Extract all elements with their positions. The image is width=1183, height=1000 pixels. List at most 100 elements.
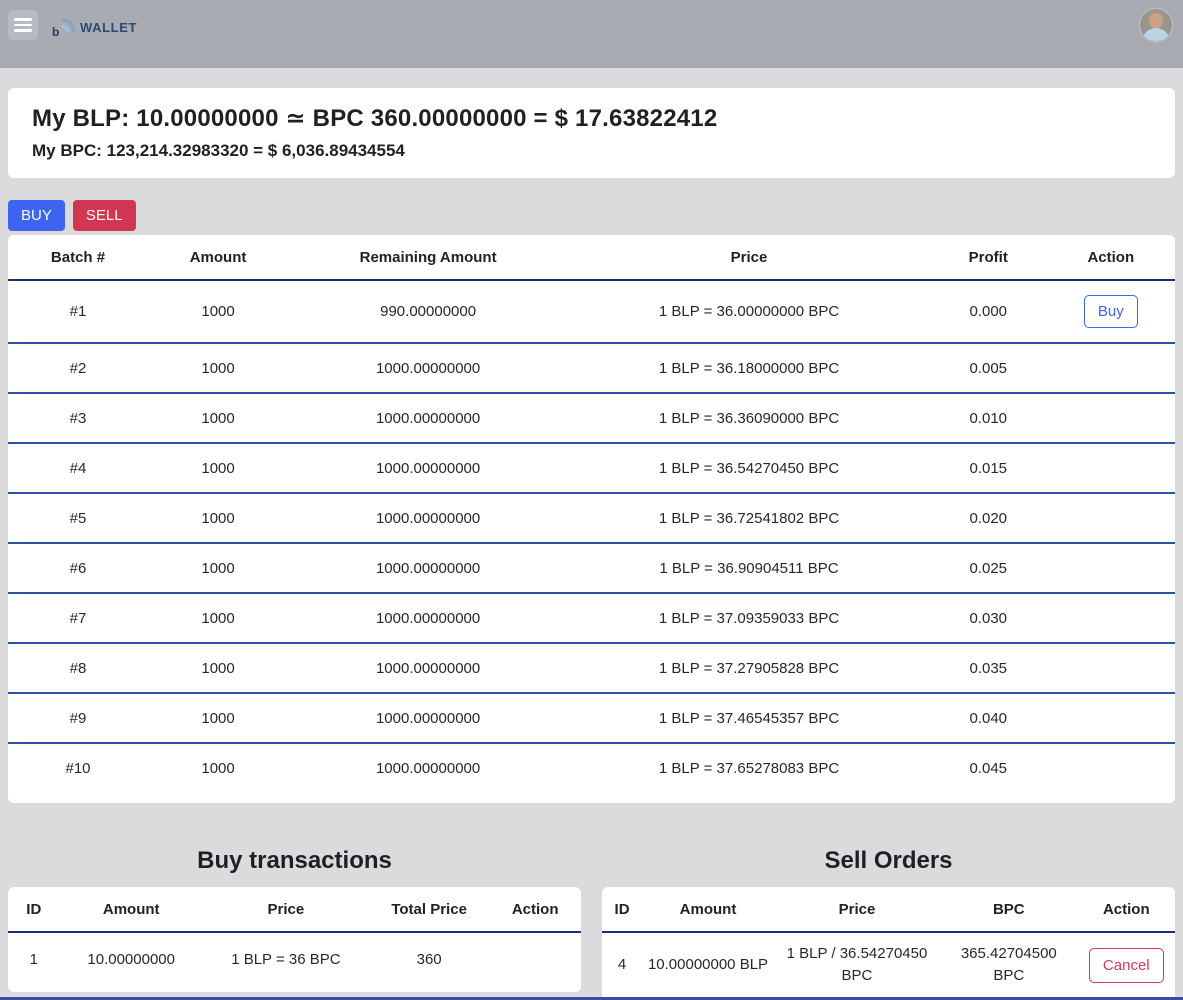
footer-divider xyxy=(0,997,1183,1000)
sell-tab-button[interactable]: SELL xyxy=(72,200,136,231)
batch-row-7: #7 1000 1000.00000000 1 BLP = 37.0935903… xyxy=(8,593,1175,644)
batch-amount: 1000 xyxy=(148,393,289,444)
batch-price: 1 BLP = 36.18000000 BPC xyxy=(568,343,930,394)
batch-row-3: #3 1000 1000.00000000 1 BLP = 36.3609000… xyxy=(8,393,1175,444)
batch-number: #10 xyxy=(65,760,91,777)
batch-profit: 0.040 xyxy=(929,693,1047,744)
batch-amount: 1000 xyxy=(148,280,289,344)
batch-action-cell xyxy=(1046,543,1175,594)
batch-remaining: 1000.00000000 xyxy=(288,693,569,744)
wallet-signal-icon: b xyxy=(52,16,78,38)
batch-row-8: #8 1000 1000.00000000 1 BLP = 37.2790582… xyxy=(8,643,1175,694)
batch-action-cell xyxy=(1046,643,1175,694)
batch-profit: 0.010 xyxy=(929,393,1047,444)
batch-profit: 0.025 xyxy=(929,543,1047,594)
batch-price: 1 BLP = 36.00000000 BPC xyxy=(568,280,930,344)
batch-remaining: 1000.00000000 xyxy=(288,343,569,394)
batch-number: #6 xyxy=(8,543,149,594)
batch-amount: 1000 xyxy=(148,543,289,594)
header-total-price: Total Price xyxy=(368,887,490,933)
tx-price: 1 BLP = 36 BPC xyxy=(231,951,341,968)
sell-orders-title: Sell Orders xyxy=(824,847,953,874)
sell-order-row: 4 10.00000000 BLP 1 BLP / 36.54270450 BP… xyxy=(602,932,1175,997)
buy-transactions-section: Buy transactions ID Amount Price Total P… xyxy=(8,847,581,992)
batch-row-10: #10 1000 1000.00000000 1 BLP = 37.652780… xyxy=(8,743,1175,793)
batch-action-cell xyxy=(1046,693,1175,744)
buy-tab-button[interactable]: BUY xyxy=(8,200,65,231)
batch-number: #5 xyxy=(8,493,149,544)
header-action: Action xyxy=(1046,235,1175,281)
sell-orders-table: ID Amount Price BPC Action 4 10.00000000… xyxy=(602,887,1175,997)
batch-number: #8 xyxy=(8,643,149,694)
batches-card: Batch # Amount Remaining Amount Price Pr… xyxy=(8,235,1175,803)
batch-price: 1 BLP = 36.36090000 BPC xyxy=(568,393,930,444)
row-buy-button[interactable]: Buy xyxy=(1083,295,1138,328)
header-amount: Amount xyxy=(59,887,203,933)
batch-remaining: 1000.00000000 xyxy=(288,543,569,594)
batch-number: #4 xyxy=(8,443,149,494)
batch-number: #1 xyxy=(8,280,149,344)
bottom-section: Buy transactions ID Amount Price Total P… xyxy=(8,847,1175,1000)
cancel-order-button[interactable]: Cancel xyxy=(1088,947,1164,983)
batch-price: 1 BLP = 37.46545357 BPC xyxy=(568,693,930,744)
batch-amount: 1000 xyxy=(148,643,289,694)
batch-number: #3 xyxy=(8,393,149,444)
svg-text:b: b xyxy=(52,25,59,38)
header-profit: Profit xyxy=(929,235,1047,281)
sell-orders-section: Sell Orders ID Amount Price BPC Action xyxy=(602,847,1175,1000)
header-price: Price xyxy=(773,887,941,933)
batch-amount: 1000 xyxy=(148,593,289,644)
buy-tx-header-row: ID Amount Price Total Price Action xyxy=(8,887,581,933)
order-bpc: 365.42704500 BPC xyxy=(960,945,1057,984)
buy-transactions-title: Buy transactions xyxy=(197,847,392,874)
header-id: ID xyxy=(602,887,643,933)
balance-card: My BLP: 10.00000000 ≃ BPC 360.00000000 =… xyxy=(8,88,1175,178)
batch-profit: 0.030 xyxy=(929,593,1047,644)
header-amount: Amount xyxy=(642,887,774,933)
batch-price: 1 BLP = 37.65278083 BPC xyxy=(658,760,840,777)
tx-amount: 10.00000000 xyxy=(87,951,175,968)
batch-number: #7 xyxy=(8,593,149,644)
batches-header-row: Batch # Amount Remaining Amount Price Pr… xyxy=(8,235,1175,281)
tx-id: 1 xyxy=(29,951,38,968)
batch-action-cell xyxy=(1046,443,1175,494)
batch-action-cell xyxy=(1047,743,1175,793)
user-avatar[interactable] xyxy=(1139,8,1173,42)
tx-action-cell xyxy=(489,932,581,986)
batch-profit: 0.020 xyxy=(929,493,1047,544)
header-batch: Batch # xyxy=(8,235,149,281)
top-bar: b WALLET xyxy=(0,0,1183,68)
batch-row-5: #5 1000 1000.00000000 1 BLP = 36.7254180… xyxy=(8,493,1175,544)
batch-price: 1 BLP = 36.54270450 BPC xyxy=(568,443,930,494)
batch-row-4: #4 1000 1000.00000000 1 BLP = 36.5427045… xyxy=(8,443,1175,494)
hamburger-menu-icon[interactable] xyxy=(8,10,38,40)
header-price: Price xyxy=(568,235,930,281)
batch-profit: 0.015 xyxy=(929,443,1047,494)
order-price: 1 BLP / 36.54270450 BPC xyxy=(786,945,928,984)
brand-name: WALLET xyxy=(80,19,138,35)
batch-remaining: 1000.00000000 xyxy=(288,593,569,644)
top-bar-left: b WALLET xyxy=(8,8,137,40)
batch-number: #2 xyxy=(8,343,149,394)
batch-remaining: 1000.00000000 xyxy=(288,393,569,444)
tx-total-price: 360 xyxy=(416,951,442,968)
order-action-cell: Cancel xyxy=(1078,932,1175,997)
buy-transactions-card: ID Amount Price Total Price Action 1 10.… xyxy=(8,887,581,992)
batch-number: #9 xyxy=(8,693,149,744)
order-amount: 10.00000000 BLP xyxy=(647,956,769,973)
batch-price: 1 BLP = 37.27905828 BPC xyxy=(568,643,930,694)
batch-profit: 0.035 xyxy=(929,643,1047,694)
buy-transactions-table: ID Amount Price Total Price Action 1 10.… xyxy=(8,887,581,986)
batch-remaining: 1000.00000000 xyxy=(288,643,569,694)
batch-price: 1 BLP = 36.90904511 BPC xyxy=(568,543,930,594)
brand-logo[interactable]: b WALLET xyxy=(52,16,137,38)
batch-remaining: 1000.00000000 xyxy=(375,760,481,777)
bpc-balance-line: My BPC: 123,214.32983320 = $ 6,036.89434… xyxy=(32,141,405,160)
batch-profit: 0.005 xyxy=(929,343,1047,394)
batch-profit: 0.000 xyxy=(929,280,1047,344)
header-remaining-amount: Remaining Amount xyxy=(288,235,569,281)
batch-action-cell xyxy=(1046,593,1175,644)
batch-price: 1 BLP = 37.09359033 BPC xyxy=(568,593,930,644)
batch-action-cell xyxy=(1046,393,1175,444)
